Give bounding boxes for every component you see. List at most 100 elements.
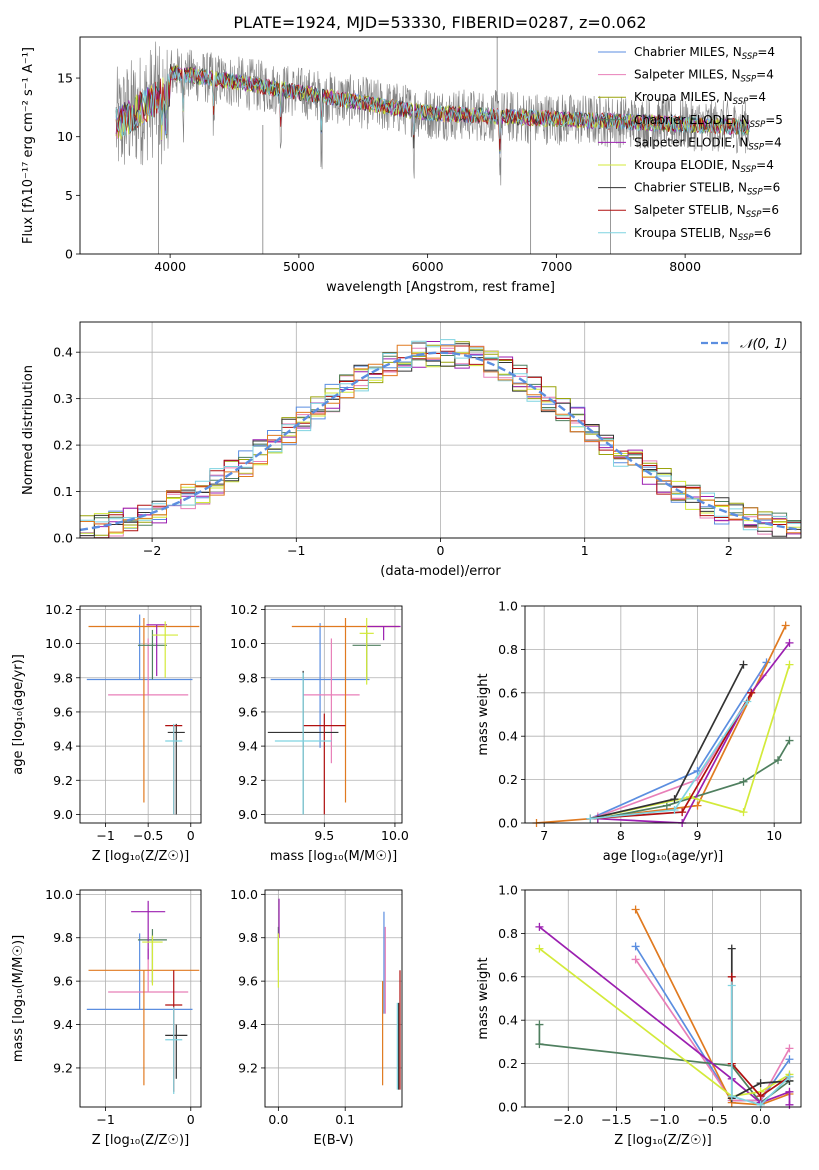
mass-weight-series-line (597, 674, 764, 818)
error-bar-point (86, 933, 193, 1010)
mass-weight-series-line (589, 661, 768, 820)
mass-weight-series-line (730, 985, 791, 1106)
mass-weight-series-line (536, 625, 787, 823)
mass-weight-marker (785, 660, 794, 669)
mass-weight-marker (678, 808, 687, 817)
y-tick-label: 9.6 (238, 974, 258, 989)
error-bar-point (137, 629, 167, 680)
x-tick-label: 9 (694, 828, 702, 843)
mass-weight-marker (756, 1092, 765, 1101)
mass-vs-z-panel: −1 0 9.2 9.4 9.6 9.8 10.0 Z [log₁₀(Z/Z☉)] mass [… (11, 887, 202, 1148)
x-tick-label: −1 (96, 1112, 114, 1127)
error-bar-point (167, 723, 185, 815)
x-tick-label: 2 (725, 543, 733, 558)
y-tick-label: 9.2 (238, 1060, 258, 1075)
legend-entry: Kroupa ELODIE, NSSP=4 (634, 158, 774, 175)
mass-weight-series-line (538, 947, 790, 1098)
y-axis-label: mass [log₁₀(M/M☉)] (11, 935, 26, 1062)
y-tick-label: 0.0 (498, 1100, 518, 1115)
y-axis-label: age [log₁₀(age/yr)] (11, 654, 26, 775)
age-vs-mass-panel: 9.5 10.0 9.0 9.2 9.4 9.6 9.8 10.0 10.2 mass [log₁… (230, 602, 409, 864)
y-tick-label: 0.2 (498, 1056, 518, 1071)
error-bar-point (303, 713, 346, 815)
y-tick-label: 10.2 (230, 602, 258, 617)
legend-entry: Chabrier STELIB, NSSP=6 (634, 181, 780, 198)
mass-weight-marker (670, 795, 679, 804)
y-axis-label: mass weight (476, 957, 491, 1039)
error-bar-point (88, 617, 200, 803)
axes-frame (79, 36, 802, 255)
mass-weight-marker (727, 972, 736, 981)
mass-weight-marker (756, 1100, 765, 1109)
mass-weight-marker (631, 905, 640, 914)
axes-frame (79, 321, 802, 539)
x-axis-label: mass [log₁₀(M/M☉)] (270, 849, 397, 864)
error-bar-point (291, 617, 400, 803)
y-tick-label: 9.8 (53, 930, 73, 945)
y-tick-label: 15 (57, 71, 73, 86)
x-axis-label: Z [log₁₀(Z/Z☉)] (614, 1133, 711, 1148)
x-tick-label: 7000 (540, 259, 572, 274)
x-tick-label: 1 (581, 543, 589, 558)
axes-frame (524, 889, 802, 1108)
x-axis-label: age [log₁₀(age/yr)] (603, 849, 724, 864)
error-bar-point (165, 723, 183, 815)
y-tick-label: 5 (65, 188, 73, 203)
error-bar-point (108, 638, 189, 696)
x-tick-label: 0 (187, 828, 195, 843)
y-tick-label: 0.0 (498, 816, 518, 831)
y-tick-label: 9.2 (238, 773, 258, 788)
y-tick-label: 0.4 (53, 345, 73, 360)
y-tick-label: 0.4 (498, 1013, 518, 1028)
y-tick-label: 0.4 (498, 729, 518, 744)
legend-entry: Salpeter MILES, NSSP=4 (634, 68, 774, 85)
y-axis-label: Flux [fλ10⁻¹⁷ erg cm⁻² s⁻¹ A⁻¹] (21, 47, 36, 244)
y-tick-label: 9.8 (238, 930, 258, 945)
y-tick-label: 9.8 (238, 670, 258, 685)
model-spectrum-line (115, 66, 750, 150)
axes-frame (524, 605, 802, 824)
mass-weight-marker (662, 801, 671, 810)
error-bar-point (86, 614, 193, 681)
y-axis-label: Normed distribution (21, 365, 36, 495)
y-tick-label: 0 (65, 247, 73, 262)
x-tick-label: −2.0 (553, 1112, 583, 1127)
error-bar-point (270, 623, 370, 748)
residuals-panel: −2 −1 0 1 2 0.0 0.1 0.2 0.3 0.4 (data-model)/error… (21, 321, 802, 579)
mass-vs-ebv-panel: 0.0 0.1 9.2 9.4 9.6 9.8 10.0 E(B-V) (230, 887, 403, 1148)
axes-frame (79, 605, 202, 824)
x-tick-label: 0 (187, 1112, 195, 1127)
mass-weight-marker (535, 944, 544, 953)
x-axis-label: Z [log₁₀(Z/Z☉)] (92, 1133, 189, 1148)
x-tick-label: 7 (540, 828, 548, 843)
error-bar-point (88, 969, 200, 1086)
legend-entry: Kroupa STELIB, NSSP=6 (634, 226, 771, 243)
mass-weight-marker (747, 688, 756, 697)
y-tick-label: 0.0 (53, 531, 73, 546)
x-tick-label: 8 (617, 828, 625, 843)
x-tick-label: −1 (96, 828, 114, 843)
x-axis-label: E(B-V) (313, 1133, 353, 1148)
y-tick-label: 0.8 (498, 642, 518, 657)
y-tick-label: 9.6 (238, 704, 258, 719)
error-bar-point (165, 1007, 183, 1094)
error-bar-point (366, 625, 401, 641)
x-axis-label: (data-model)/error (380, 564, 501, 579)
y-tick-label: 9.0 (238, 807, 258, 822)
mass-weight-marker (693, 801, 702, 810)
x-tick-label: 0.1 (335, 1112, 355, 1127)
y-tick-label: 0.6 (498, 969, 518, 984)
legend-entry: Chabrier ELODIE, NSSP=5 (634, 113, 783, 130)
error-bar-point (165, 1024, 188, 1079)
mass-weight-marker (631, 955, 640, 964)
x-tick-label: −2 (143, 543, 161, 558)
legend-entry: Salpeter ELODIE, NSSP=4 (634, 135, 782, 152)
y-tick-label: 0.3 (53, 391, 73, 406)
mass-weight-marker (785, 1100, 794, 1109)
y-tick-label: 0.2 (498, 772, 518, 787)
y-tick-label: 0.6 (498, 685, 518, 700)
legend-entry: Chabrier MILES, NSSP=4 (634, 45, 775, 62)
y-tick-label: 9.4 (53, 1017, 73, 1032)
y-tick-label: 10.0 (45, 887, 73, 902)
